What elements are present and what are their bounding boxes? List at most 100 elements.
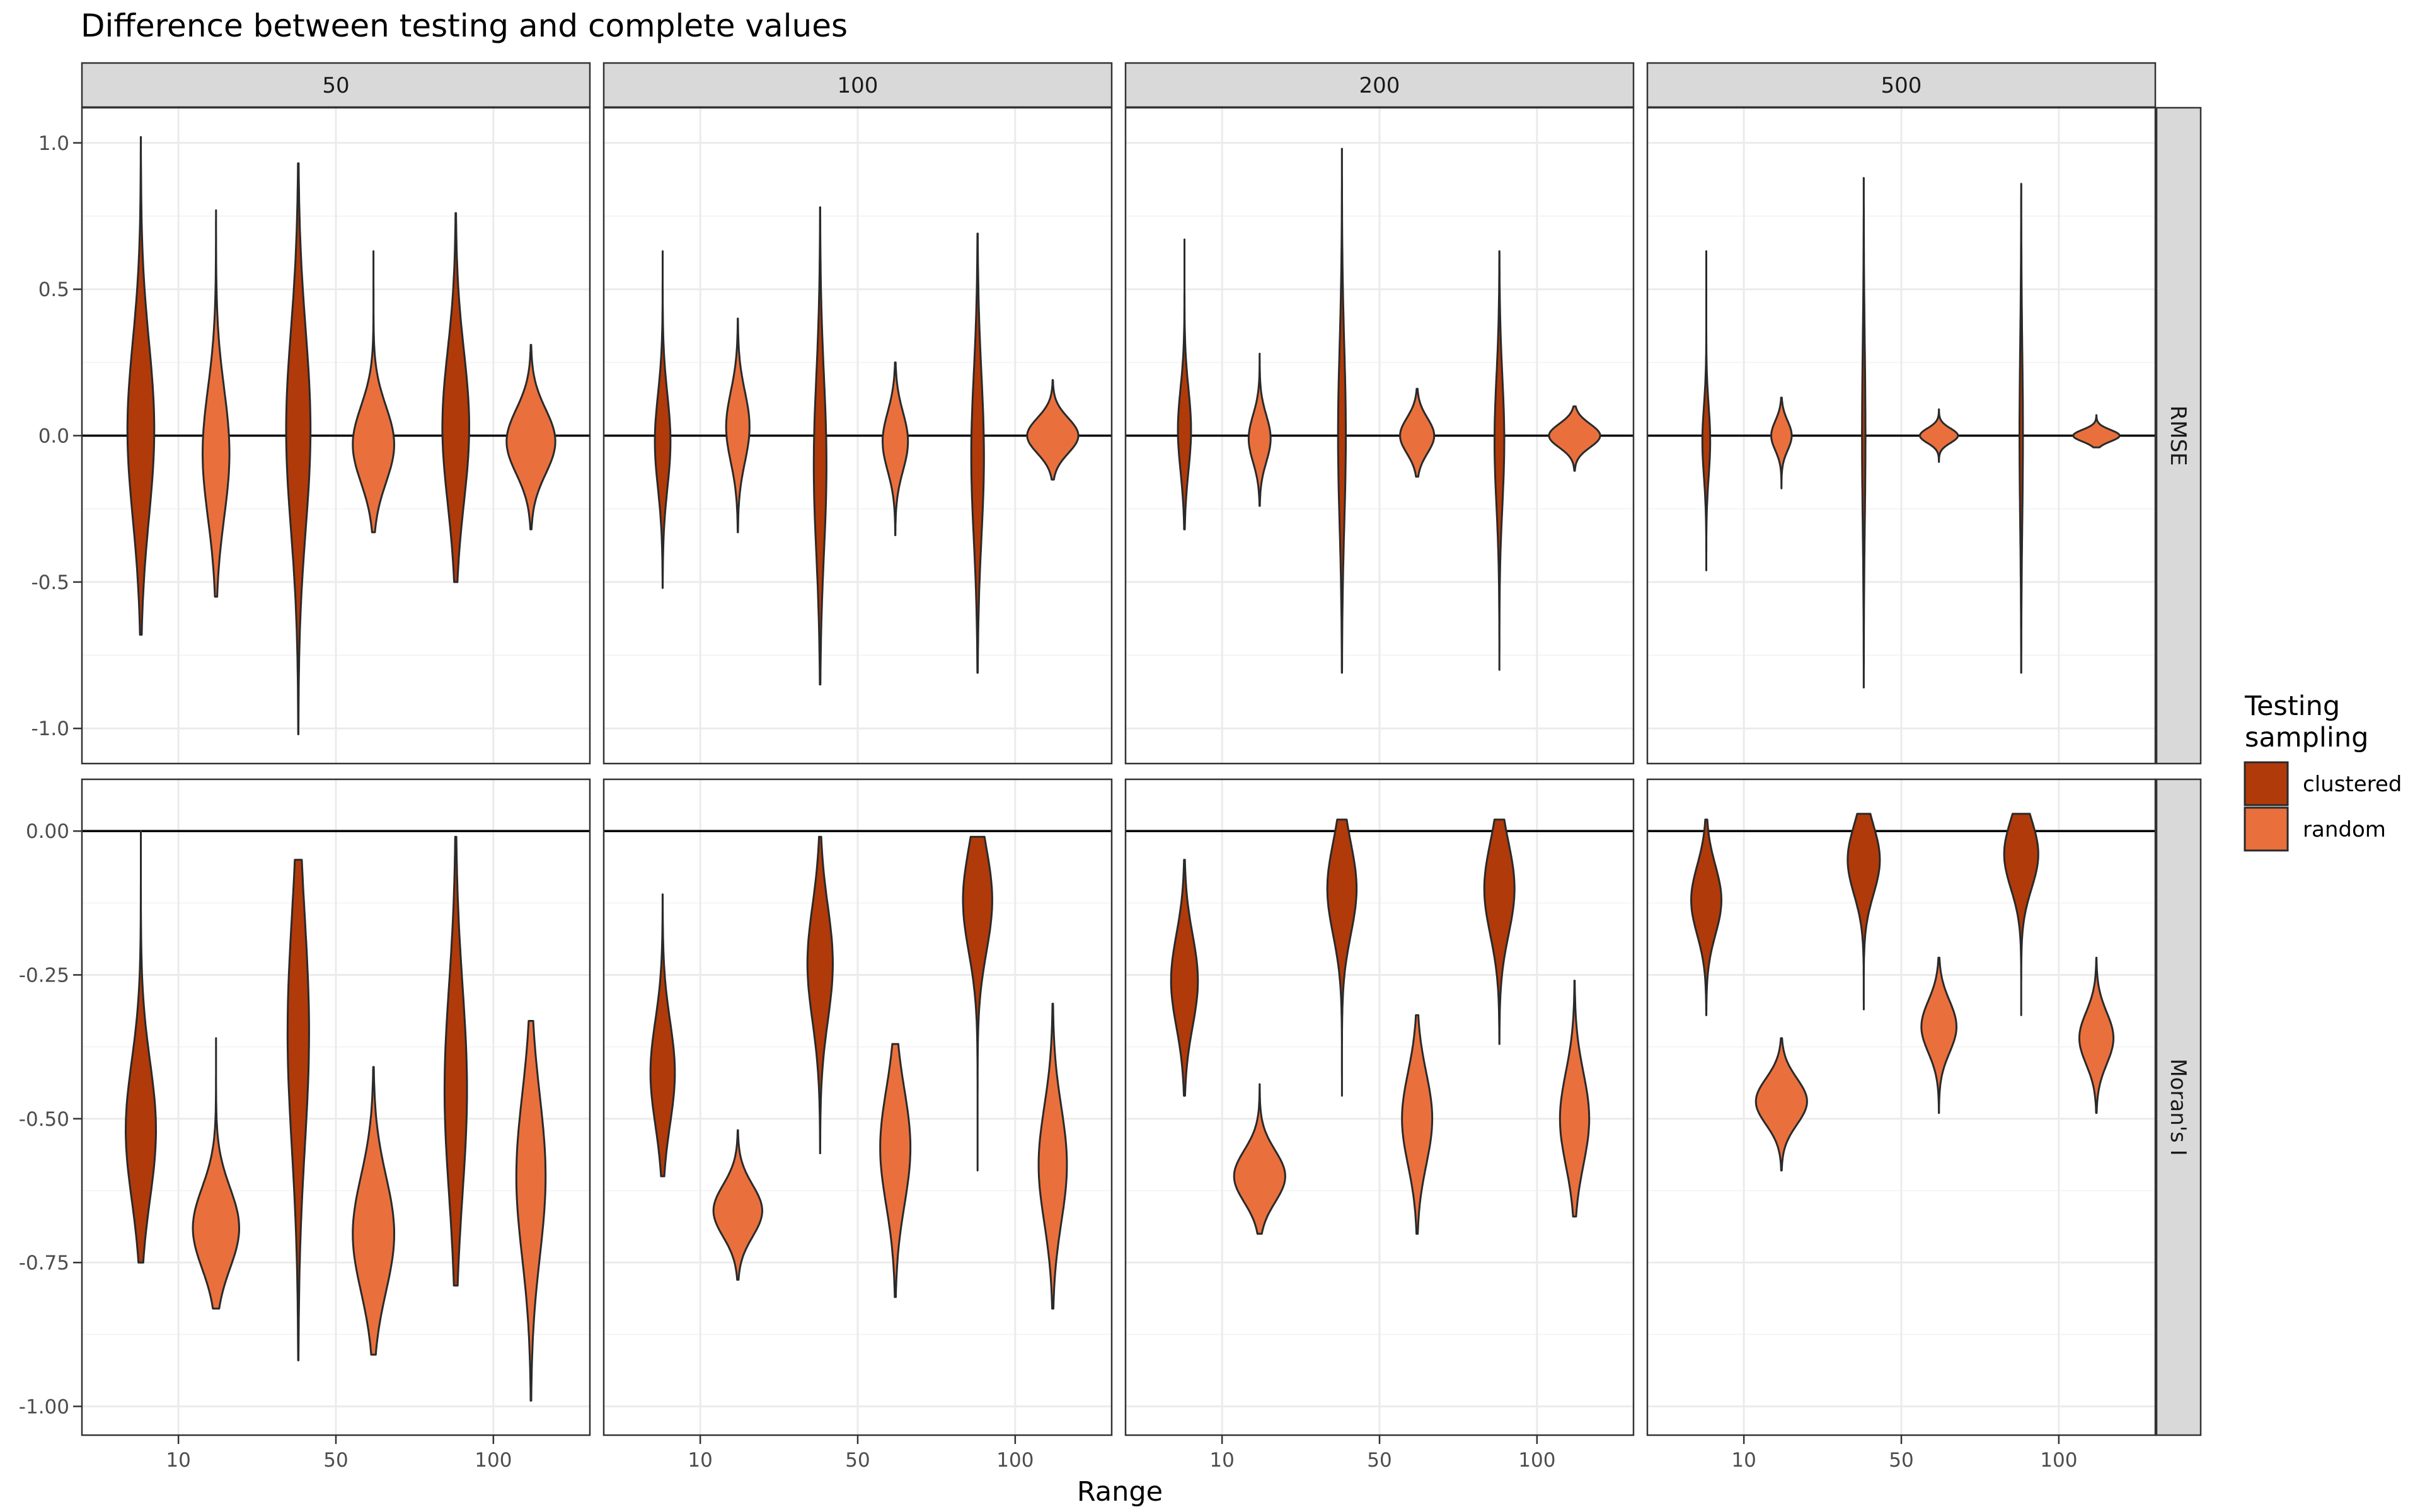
violin-random bbox=[879, 1043, 912, 1298]
panel-border bbox=[1646, 106, 2157, 765]
legend-swatch-clustered bbox=[2244, 761, 2289, 806]
violin-clustered bbox=[1494, 250, 1506, 671]
violin-random bbox=[1919, 408, 1959, 463]
violin-random bbox=[725, 318, 751, 534]
violin-random bbox=[505, 343, 556, 530]
y-tick-label: -0.50 bbox=[19, 1108, 69, 1131]
facet-panels: 50 100 200 500 RMSE 1.0 0.5 0.0 -0.5 -1.0 Moran's … bbox=[19, 62, 2202, 1472]
violin-clustered bbox=[443, 835, 468, 1287]
violin-clustered bbox=[2019, 183, 2024, 674]
facet-strip-100: 100 bbox=[602, 62, 1113, 108]
legend-title-line: Testing bbox=[2244, 690, 2340, 722]
violin-clustered bbox=[2003, 813, 2039, 1016]
violin-clustered bbox=[441, 212, 470, 583]
facet-strip-label: 100 bbox=[838, 73, 879, 98]
y-tick-label: 1.0 bbox=[38, 132, 69, 155]
x-tick-label: 50 bbox=[323, 1449, 348, 1472]
violin-random bbox=[2072, 414, 2121, 449]
row-strip-0: RMSE bbox=[2155, 106, 2202, 765]
x-tick-label: 50 bbox=[1367, 1449, 1392, 1472]
x-tick-label: 10 bbox=[1209, 1449, 1234, 1472]
panel-border bbox=[81, 106, 591, 765]
violin-clustered bbox=[806, 835, 834, 1155]
violin-random bbox=[882, 361, 909, 536]
violin-clustered bbox=[1483, 818, 1516, 1045]
violin-random bbox=[352, 250, 395, 534]
facet-strip-200: 200 bbox=[1124, 62, 1635, 108]
violin-clustered bbox=[1690, 818, 1722, 1016]
x-tick-label: 10 bbox=[166, 1449, 190, 1472]
x-tick-label: 10 bbox=[688, 1449, 712, 1472]
x-tick-label: 50 bbox=[845, 1449, 870, 1472]
violin-clustered bbox=[970, 232, 985, 674]
row-strip-label: RMSE bbox=[2165, 405, 2191, 466]
violin-random bbox=[712, 1129, 763, 1281]
y-tick-label: 0.5 bbox=[38, 278, 69, 301]
panel-1-1 bbox=[604, 779, 1112, 1435]
violin-clustered bbox=[125, 830, 157, 1264]
y-tick-label: -0.25 bbox=[19, 964, 69, 987]
violin-random bbox=[1548, 405, 1601, 472]
violin-random bbox=[1247, 352, 1272, 507]
facet-strip-label: 200 bbox=[1359, 73, 1400, 98]
violin-random bbox=[1399, 387, 1436, 478]
x-tick-label: 100 bbox=[2040, 1449, 2077, 1472]
y-tick-label: -0.5 bbox=[32, 571, 70, 594]
violin-clustered bbox=[1701, 250, 1712, 571]
legend-label-clustered: clustered bbox=[2303, 772, 2402, 797]
legend-label-random: random bbox=[2303, 817, 2386, 842]
violin-clustered bbox=[649, 893, 676, 1177]
violin-clustered bbox=[1337, 147, 1347, 674]
violin-random bbox=[1026, 379, 1080, 481]
violin-random bbox=[1754, 1037, 1808, 1172]
violin-clustered bbox=[126, 136, 156, 636]
x-tick-label: 100 bbox=[996, 1449, 1034, 1472]
y-tick-label: 0.0 bbox=[38, 425, 69, 448]
violin-random bbox=[352, 1066, 395, 1356]
y-tick-label: 0.00 bbox=[26, 820, 69, 843]
violin-random bbox=[1559, 980, 1591, 1218]
violin-clustered bbox=[285, 162, 312, 735]
violin-clustered bbox=[286, 859, 310, 1361]
y-tick-label: -1.0 bbox=[32, 718, 70, 740]
violin-clustered bbox=[1326, 818, 1358, 1097]
violin-random bbox=[1770, 396, 1793, 490]
violin-clustered bbox=[1861, 177, 1867, 689]
legend-swatch-random bbox=[2244, 806, 2289, 852]
violin-clustered bbox=[812, 206, 827, 685]
facet-strip-50: 50 bbox=[81, 62, 591, 108]
x-axis-title: Range bbox=[1077, 1476, 1163, 1508]
panel-border bbox=[602, 106, 1113, 765]
violin-random bbox=[1233, 1083, 1286, 1235]
violin-clustered bbox=[654, 250, 672, 589]
row-strip-label: Moran's I bbox=[2165, 1058, 2191, 1155]
x-tick-label: 50 bbox=[1889, 1449, 1913, 1472]
panel-0-3 bbox=[1647, 108, 2155, 764]
violin-clustered bbox=[1847, 813, 1881, 1011]
facet-strip-label: 500 bbox=[1881, 73, 1922, 98]
x-tick-label: 100 bbox=[1518, 1449, 1555, 1472]
violin-clustered bbox=[1170, 859, 1199, 1097]
x-tick-label: 100 bbox=[475, 1449, 512, 1472]
panel-1-3 bbox=[1647, 779, 2155, 1435]
facet-strip-label: 50 bbox=[322, 73, 349, 98]
violin-clustered bbox=[1177, 238, 1192, 530]
x-tick-label: 10 bbox=[1731, 1449, 1756, 1472]
panel-1-0 bbox=[82, 779, 590, 1435]
violin-random bbox=[202, 209, 231, 598]
row-strip-1: Moran's I bbox=[2155, 778, 2202, 1436]
facet-strip-500: 500 bbox=[1646, 62, 2157, 108]
violin-random bbox=[1920, 956, 1957, 1114]
violin-random bbox=[1037, 1002, 1068, 1310]
violin-random bbox=[192, 1037, 240, 1310]
violin-clustered bbox=[962, 835, 993, 1172]
violin-random bbox=[515, 1020, 547, 1402]
violins bbox=[125, 136, 2121, 1402]
violin-random bbox=[2078, 956, 2115, 1114]
violin-random bbox=[1401, 1014, 1434, 1235]
panel-1-2 bbox=[1126, 779, 1634, 1435]
panel-0-0 bbox=[82, 108, 590, 764]
legend-title-line: sampling bbox=[2245, 722, 2368, 753]
